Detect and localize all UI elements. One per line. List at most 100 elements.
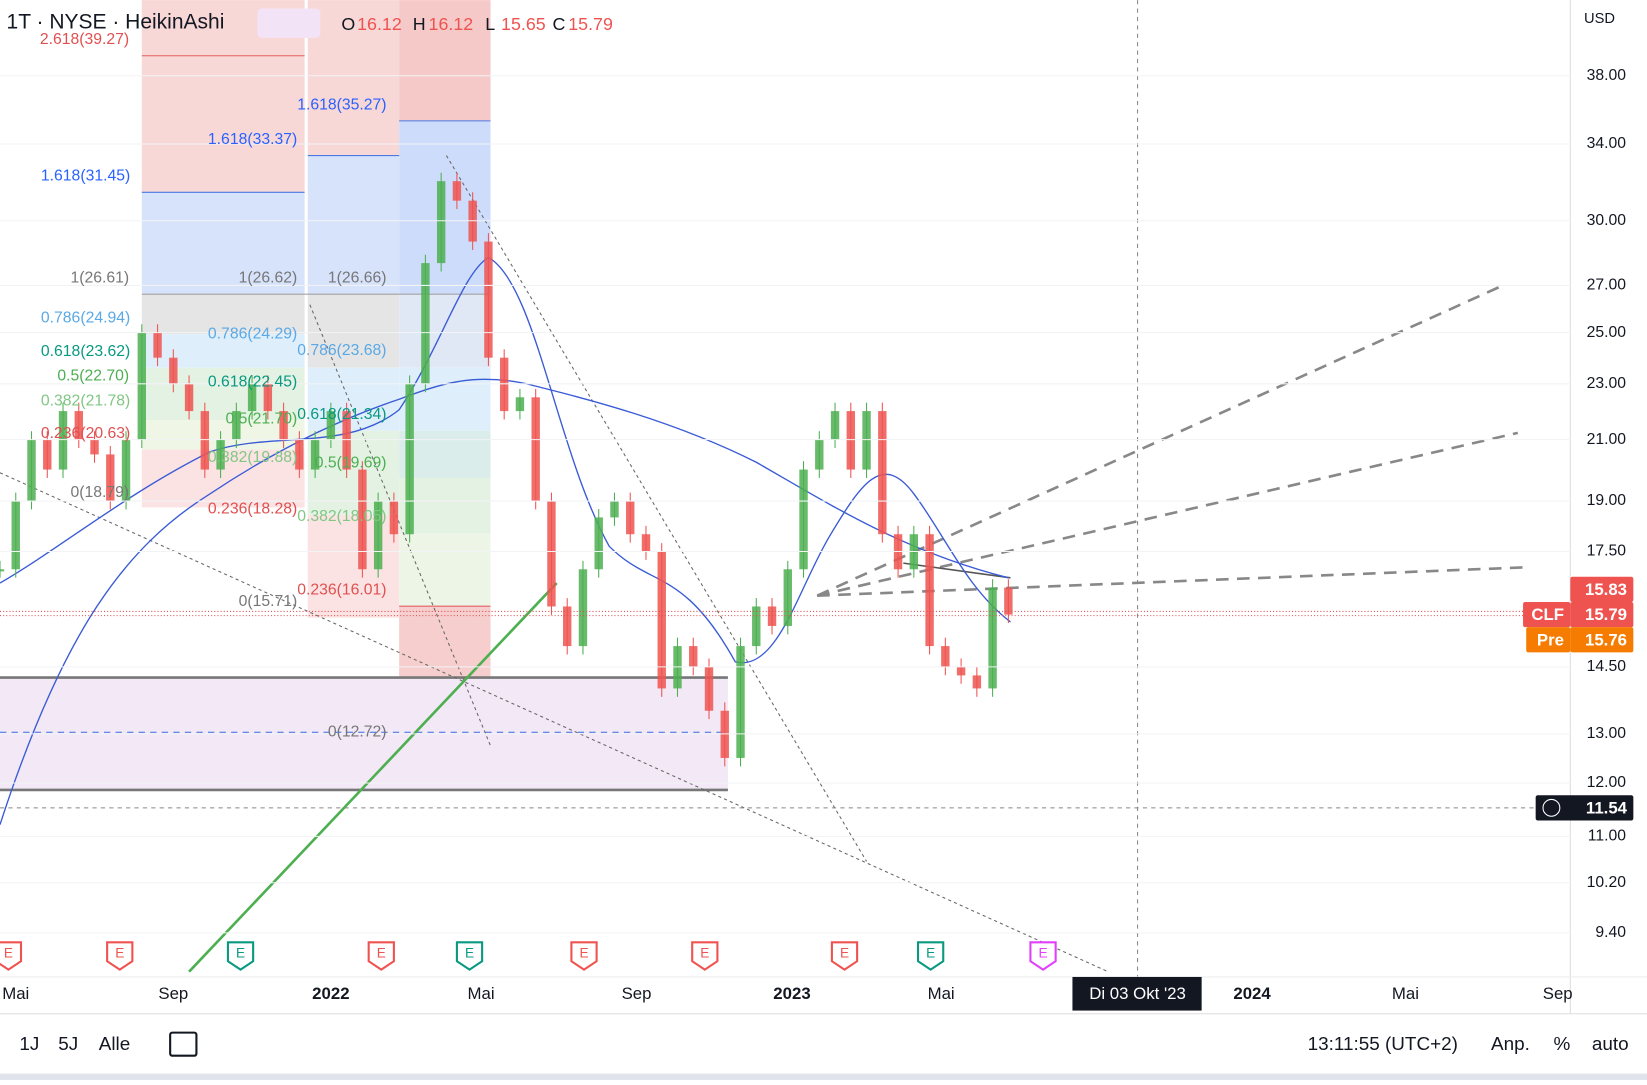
- add-alert[interactable]: [1542, 798, 1561, 817]
- fib-label: 1(26.61): [71, 270, 130, 287]
- currency[interactable]: USD: [1584, 11, 1615, 27]
- candle: [279, 411, 288, 440]
- earnings-marker[interactable]: E: [115, 945, 124, 960]
- candle: [216, 439, 225, 470]
- candle: [295, 439, 304, 470]
- y-tick-label: 25.00: [1587, 324, 1627, 341]
- candle: [956, 666, 966, 676]
- fib-label: 0(15.71): [239, 593, 298, 610]
- range-button[interactable]: 5J: [58, 1034, 78, 1055]
- earnings-badge[interactable]: [916, 941, 945, 971]
- candle: [27, 439, 36, 502]
- fib-label: 0.5(22.70): [57, 367, 129, 384]
- candle: [11, 501, 20, 570]
- y-tick-label: 14.50: [1587, 658, 1627, 675]
- candle: [326, 411, 336, 440]
- fib-label: 0.236(16.01): [297, 582, 386, 599]
- clock: 13:11:55 (UTC+2): [1308, 1034, 1458, 1055]
- earnings-marker[interactable]: E: [4, 945, 13, 960]
- candle: [421, 263, 430, 384]
- ohlc-label: C: [553, 14, 566, 34]
- earnings-badge[interactable]: [455, 941, 484, 971]
- candle: [815, 439, 824, 470]
- candle: [200, 411, 210, 470]
- x-tick-label: Sep: [158, 984, 188, 1003]
- earnings-badge[interactable]: [830, 941, 859, 971]
- y-tick-label: 19.00: [1587, 492, 1627, 509]
- fib-label: 0.786(23.68): [297, 342, 386, 359]
- fib-label: 0.382(19.88): [208, 449, 297, 466]
- x-tick-label: 2024: [1233, 984, 1271, 1003]
- fib-label: 0.236(18.28): [208, 501, 297, 518]
- earnings-badge[interactable]: [0, 941, 23, 971]
- candle: [689, 646, 698, 667]
- candle: [43, 439, 52, 470]
- candle: [0, 569, 5, 572]
- earnings-badge[interactable]: [691, 941, 719, 971]
- candle: [846, 411, 856, 470]
- scale-option[interactable]: Anp.: [1491, 1034, 1530, 1055]
- fib-label: 0.5(19.69): [315, 454, 387, 471]
- earnings-badge[interactable]: [1029, 941, 1057, 971]
- candle: [436, 181, 446, 264]
- candle: [594, 517, 603, 570]
- fib-label: 0.382(21.78): [41, 393, 130, 410]
- earnings-badge[interactable]: [367, 941, 395, 971]
- candle: [74, 411, 83, 440]
- candle: [484, 241, 493, 358]
- y-tick-label: 10.20: [1587, 874, 1627, 891]
- candle: [452, 181, 462, 201]
- fib-label: 0.786(24.94): [41, 310, 130, 327]
- candle: [263, 383, 273, 412]
- weather-icon: [257, 8, 321, 38]
- candle: [736, 646, 745, 758]
- fib-label: 2.618(39.27): [40, 31, 129, 48]
- ohlc-value: 16.12: [429, 14, 474, 34]
- date-range-icon[interactable]: [169, 1031, 198, 1057]
- candle: [925, 534, 934, 647]
- earnings-badge[interactable]: [570, 941, 598, 971]
- x-tick-label: 2022: [312, 984, 349, 1003]
- candle: [783, 569, 792, 626]
- candle: [878, 411, 887, 535]
- fib-label: 1(26.62): [239, 270, 298, 287]
- candle: [704, 666, 714, 711]
- candle: [1004, 587, 1013, 615]
- y-tick-label: 23.00: [1587, 375, 1627, 392]
- earnings-marker[interactable]: E: [377, 945, 386, 960]
- x-tick-label: 2023: [773, 984, 810, 1003]
- candle: [137, 332, 147, 440]
- earnings-marker[interactable]: E: [1038, 945, 1047, 960]
- range-button[interactable]: 1J: [19, 1034, 39, 1055]
- earnings-marker[interactable]: E: [700, 945, 709, 960]
- symbol-tag-bg: [1523, 601, 1571, 628]
- fib-label: 0.236(20.63): [41, 425, 130, 442]
- earnings-badge[interactable]: [226, 941, 255, 971]
- candle: [941, 646, 950, 667]
- candle: [547, 501, 556, 607]
- candle: [799, 469, 808, 570]
- earnings-badge[interactable]: [106, 941, 134, 971]
- earnings-marker[interactable]: E: [926, 945, 935, 960]
- earnings-marker[interactable]: E: [840, 945, 849, 960]
- earnings-marker[interactable]: E: [236, 945, 245, 960]
- price-tag: 15.76: [1585, 630, 1627, 649]
- x-tick-label: Mai: [2, 984, 29, 1003]
- candle: [767, 606, 777, 626]
- scale-option[interactable]: auto: [1592, 1034, 1629, 1055]
- earnings-marker[interactable]: E: [579, 945, 588, 960]
- candle: [389, 501, 399, 535]
- candle: [752, 606, 761, 647]
- range-button[interactable]: Alle: [99, 1034, 131, 1055]
- fib-label: 0.618(21.34): [297, 406, 386, 423]
- fib-label: 0.618(23.62): [41, 343, 130, 360]
- earnings-marker[interactable]: E: [465, 945, 474, 960]
- fib-label: 0(12.72): [328, 723, 387, 740]
- candle: [121, 439, 131, 502]
- candle: [58, 411, 68, 470]
- scale-option[interactable]: %: [1554, 1034, 1571, 1055]
- fib-label: 0.5(21.70): [225, 410, 297, 427]
- pre-tag: Pre: [1537, 630, 1564, 649]
- fib-label: 1.618(35.27): [297, 96, 386, 113]
